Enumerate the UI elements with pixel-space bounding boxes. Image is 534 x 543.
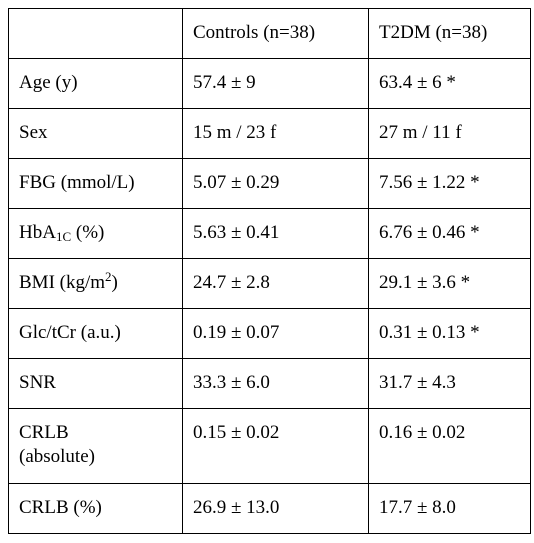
row-label: BMI (kg/m2): [8, 258, 183, 309]
controls-value: 5.07 ± 0.29: [182, 158, 369, 209]
label-rest: ): [111, 272, 118, 293]
table-row: BMI (kg/m2) 24.7 ± 2.8 29.1 ± 3.6 *: [8, 258, 531, 309]
row-label: FBG (mmol/L): [8, 158, 183, 209]
row-label: CRLB (%): [8, 483, 183, 534]
controls-value: 0.15 ± 0.02: [182, 408, 369, 484]
label-main: BMI (kg/m: [19, 272, 106, 293]
t2dm-value: 6.76 ± 0.46 *: [368, 208, 531, 259]
controls-value: 33.3 ± 6.0: [182, 358, 369, 409]
controls-value: 5.63 ± 0.41: [182, 208, 369, 259]
table-row: SNR 33.3 ± 6.0 31.7 ± 4.3: [8, 358, 531, 409]
row-label: CRLB (absolute): [8, 408, 183, 484]
controls-value: 0.19 ± 0.07: [182, 308, 369, 359]
t2dm-value: 0.16 ± 0.02: [368, 408, 531, 484]
t2dm-value: 17.7 ± 8.0: [368, 483, 531, 534]
controls-value: 26.9 ± 13.0: [182, 483, 369, 534]
table-row: Age (y) 57.4 ± 9 63.4 ± 6 *: [8, 58, 531, 109]
label-superscript: 2: [105, 269, 112, 284]
t2dm-value: 63.4 ± 6 *: [368, 58, 531, 109]
t2dm-value: 29.1 ± 3.6 *: [368, 258, 531, 309]
t2dm-value: 7.56 ± 1.22 *: [368, 158, 531, 209]
header-cell-controls: Controls (n=38): [182, 8, 369, 59]
label-line-1: CRLB: [19, 422, 69, 443]
label-line-2: (absolute): [19, 446, 95, 467]
controls-value: 57.4 ± 9: [182, 58, 369, 109]
t2dm-value: 27 m / 11 f: [368, 108, 531, 159]
t2dm-value: 31.7 ± 4.3: [368, 358, 531, 409]
row-label: SNR: [8, 358, 183, 409]
header-cell-empty: [8, 8, 183, 59]
table-header-row: Controls (n=38) T2DM (n=38): [8, 8, 531, 59]
demographics-table: Controls (n=38) T2DM (n=38) Age (y) 57.4…: [8, 8, 531, 534]
table-row: CRLB (absolute) 0.15 ± 0.02 0.16 ± 0.02: [8, 408, 531, 484]
t2dm-value: 0.31 ± 0.13 *: [368, 308, 531, 359]
table-row: HbA1C (%) 5.63 ± 0.41 6.76 ± 0.46 *: [8, 208, 531, 259]
label-rest: (%): [71, 222, 105, 243]
row-label: Sex: [8, 108, 183, 159]
header-cell-t2dm: T2DM (n=38): [368, 8, 531, 59]
row-label: Glc/tCr (a.u.): [8, 308, 183, 359]
table-row: FBG (mmol/L) 5.07 ± 0.29 7.56 ± 1.22 *: [8, 158, 531, 209]
table-row: Glc/tCr (a.u.) 0.19 ± 0.07 0.31 ± 0.13 *: [8, 308, 531, 359]
label-main: HbA: [19, 222, 56, 243]
label-subscript: 1C: [55, 229, 72, 244]
controls-value: 24.7 ± 2.8: [182, 258, 369, 309]
table-row: Sex 15 m / 23 f 27 m / 11 f: [8, 108, 531, 159]
row-label: Age (y): [8, 58, 183, 109]
controls-value: 15 m / 23 f: [182, 108, 369, 159]
table-row: CRLB (%) 26.9 ± 13.0 17.7 ± 8.0: [8, 483, 531, 534]
row-label: HbA1C (%): [8, 208, 183, 259]
